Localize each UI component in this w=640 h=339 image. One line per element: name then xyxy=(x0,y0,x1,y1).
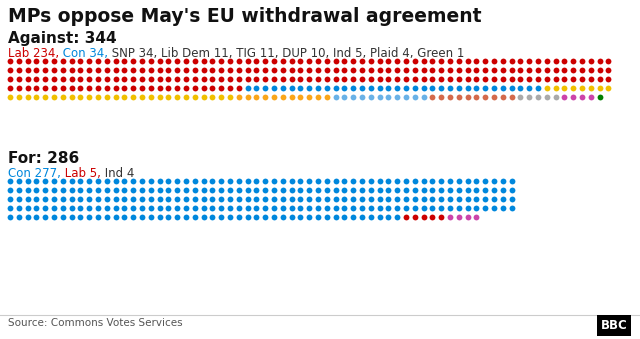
Text: Con 277,: Con 277, xyxy=(8,167,61,180)
Text: MPs oppose May's EU withdrawal agreement: MPs oppose May's EU withdrawal agreement xyxy=(8,7,481,26)
Text: Con 34,: Con 34, xyxy=(59,47,108,60)
Text: Ind 4: Ind 4 xyxy=(100,167,134,180)
Text: Lab 234,: Lab 234, xyxy=(8,47,59,60)
Text: Against: 344: Against: 344 xyxy=(8,31,116,46)
Text: Lab 5,: Lab 5, xyxy=(61,167,100,180)
Text: BBC: BBC xyxy=(600,319,627,332)
Text: For: 286: For: 286 xyxy=(8,151,79,166)
Text: Source: Commons Votes Services: Source: Commons Votes Services xyxy=(8,318,182,328)
Text: SNP 34, Lib Dem 11, TIG 11, DUP 10, Ind 5, Plaid 4, Green 1: SNP 34, Lib Dem 11, TIG 11, DUP 10, Ind … xyxy=(108,47,465,60)
